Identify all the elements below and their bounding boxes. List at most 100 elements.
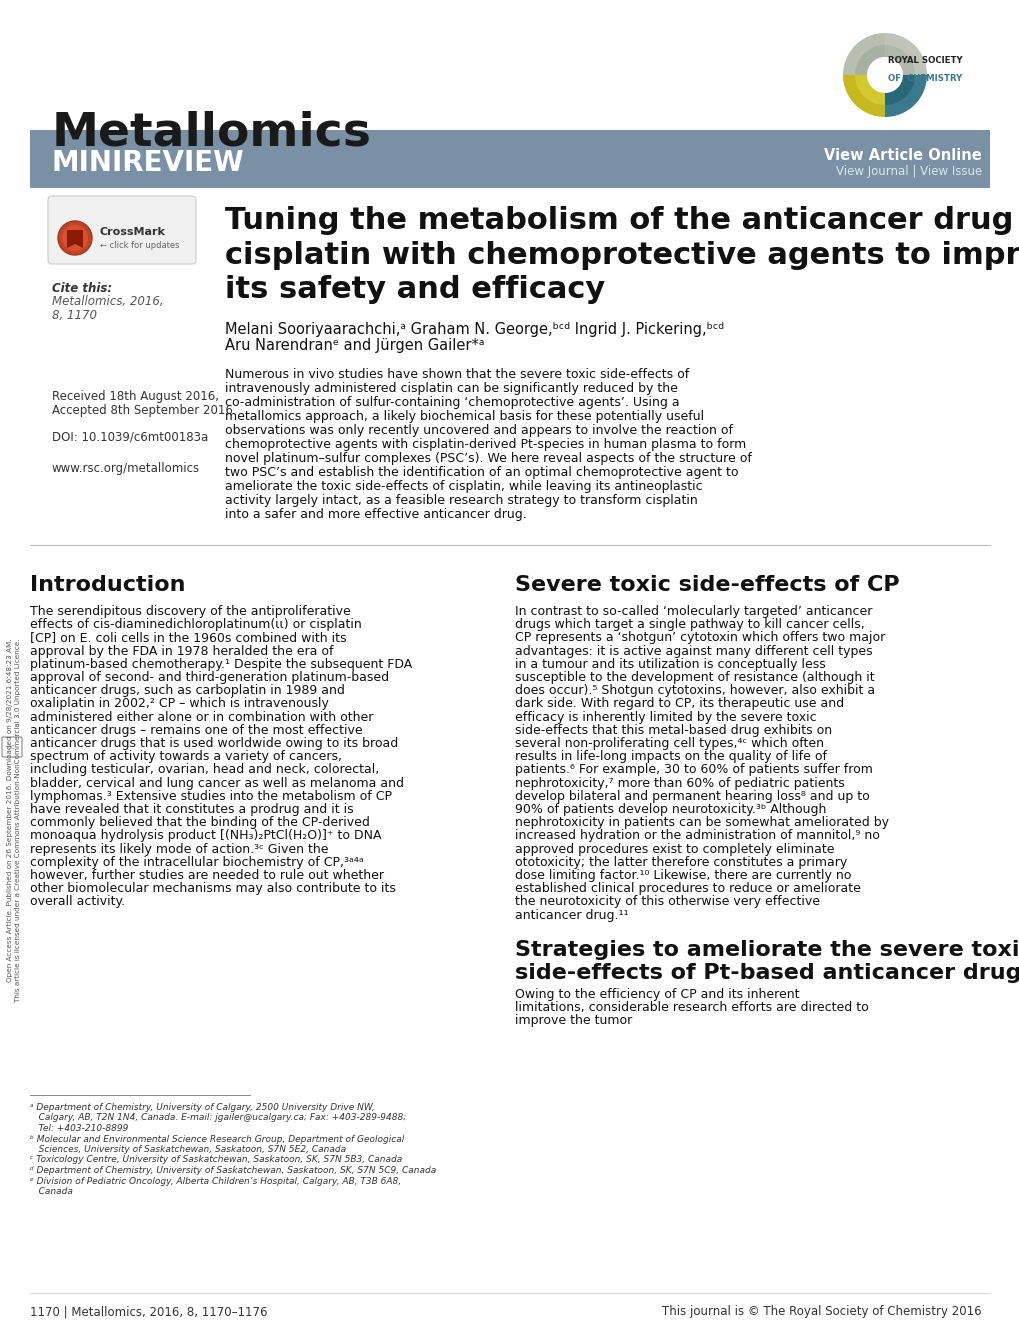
Text: This article is licensed under a Creative Commons Attribution-NonCommercial 3.0 : This article is licensed under a Creativ… bbox=[15, 638, 21, 1001]
Text: overall activity.: overall activity. bbox=[30, 896, 125, 908]
Text: DOI: 10.1039/c6mt00183a: DOI: 10.1039/c6mt00183a bbox=[52, 430, 208, 443]
Wedge shape bbox=[884, 33, 926, 75]
Text: oxaliplatin in 2002,² CP – which is intravenously: oxaliplatin in 2002,² CP – which is intr… bbox=[30, 697, 328, 710]
Wedge shape bbox=[884, 45, 914, 75]
Text: ᵇ Molecular and Environmental Science Research Group, Department of Geological: ᵇ Molecular and Environmental Science Re… bbox=[30, 1135, 404, 1144]
Text: Tel: +403-210-8899: Tel: +403-210-8899 bbox=[30, 1124, 128, 1133]
Text: advantages: it is active against many different cell types: advantages: it is active against many di… bbox=[515, 645, 872, 658]
Text: metallomics approach, a likely biochemical basis for these potentially useful: metallomics approach, a likely biochemic… bbox=[225, 410, 703, 423]
Text: have revealed that it constitutes a prodrug and it is: have revealed that it constitutes a prod… bbox=[30, 802, 354, 816]
Text: efficacy is inherently limited by the severe toxic: efficacy is inherently limited by the se… bbox=[515, 710, 816, 724]
Text: Severe toxic side-effects of CP: Severe toxic side-effects of CP bbox=[515, 575, 899, 595]
Text: Aru Narendranᵉ and Jürgen Gailer*ᵃ: Aru Narendranᵉ and Jürgen Gailer*ᵃ bbox=[225, 338, 484, 352]
Polygon shape bbox=[67, 230, 83, 248]
Text: The serendipitous discovery of the antiproliferative: The serendipitous discovery of the antip… bbox=[30, 605, 351, 618]
Text: develop bilateral and permanent hearing loss⁸ and up to: develop bilateral and permanent hearing … bbox=[515, 790, 869, 802]
Text: drugs which target a single pathway to kill cancer cells,: drugs which target a single pathway to k… bbox=[515, 618, 864, 631]
Text: cc: cc bbox=[8, 744, 16, 750]
Text: effects of cis-diaminedichloroplatinum(ɩɩ) or cisplatin: effects of cis-diaminedichloroplatinum(ɩ… bbox=[30, 618, 362, 631]
Text: ᵈ Department of Chemistry, University of Saskatchewan, Saskatoon, SK, S7N 5C9, C: ᵈ Department of Chemistry, University of… bbox=[30, 1165, 436, 1175]
Wedge shape bbox=[854, 45, 884, 75]
Text: View Journal | View Issue: View Journal | View Issue bbox=[835, 164, 981, 178]
Text: several non-proliferating cell types,⁴ᶜ which often: several non-proliferating cell types,⁴ᶜ … bbox=[515, 737, 823, 750]
Text: ← click for updates: ← click for updates bbox=[100, 242, 179, 251]
Text: anticancer drugs, such as carboplatin in 1989 and: anticancer drugs, such as carboplatin in… bbox=[30, 685, 344, 697]
Text: OF  CHEMISTRY: OF CHEMISTRY bbox=[888, 73, 961, 83]
Text: Introduction: Introduction bbox=[30, 575, 185, 595]
Text: 1170 | Metallomics, 2016, 8, 1170–1176: 1170 | Metallomics, 2016, 8, 1170–1176 bbox=[30, 1306, 267, 1318]
Text: anticancer drugs – remains one of the most effective: anticancer drugs – remains one of the mo… bbox=[30, 724, 363, 737]
Text: Numerous in vivo studies have shown that the severe toxic side-effects of: Numerous in vivo studies have shown that… bbox=[225, 368, 689, 380]
Text: intravenously administered cisplatin can be significantly reduced by the: intravenously administered cisplatin can… bbox=[225, 382, 678, 395]
Text: Sciences, University of Saskatchewan, Saskatoon, S7N 5E2, Canada: Sciences, University of Saskatchewan, Sa… bbox=[30, 1145, 345, 1153]
Text: dose limiting factor.¹⁰ Likewise, there are currently no: dose limiting factor.¹⁰ Likewise, there … bbox=[515, 869, 851, 882]
Text: other biomolecular mechanisms may also contribute to its: other biomolecular mechanisms may also c… bbox=[30, 882, 395, 896]
Wedge shape bbox=[842, 75, 884, 117]
Text: in a tumour and its utilization is conceptually less: in a tumour and its utilization is conce… bbox=[515, 658, 825, 670]
Text: spectrum of activity towards a variety of cancers,: spectrum of activity towards a variety o… bbox=[30, 750, 341, 764]
Circle shape bbox=[62, 226, 88, 251]
Text: Cite this:: Cite this: bbox=[52, 282, 112, 295]
Text: monoaqua hydrolysis product [(NH₃)₂PtCl(H₂O)]⁺ to DNA: monoaqua hydrolysis product [(NH₃)₂PtCl(… bbox=[30, 829, 381, 842]
Text: anticancer drugs that is used worldwide owing to its broad: anticancer drugs that is used worldwide … bbox=[30, 737, 397, 750]
Text: the neurotoxicity of this otherwise very effective: the neurotoxicity of this otherwise very… bbox=[515, 896, 819, 908]
Text: platinum-based chemotherapy.¹ Despite the subsequent FDA: platinum-based chemotherapy.¹ Despite th… bbox=[30, 658, 412, 670]
Text: www.rsc.org/metallomics: www.rsc.org/metallomics bbox=[52, 462, 200, 475]
Text: complexity of the intracellular biochemistry of CP,³ᵃ⁴ᵃ: complexity of the intracellular biochemi… bbox=[30, 856, 364, 869]
Text: limitations, considerable research efforts are directed to: limitations, considerable research effor… bbox=[515, 1001, 868, 1015]
Text: ameliorate the toxic side-effects of cisplatin, while leaving its antineoplastic: ameliorate the toxic side-effects of cis… bbox=[225, 481, 702, 493]
Text: chemoprotective agents with cisplatin-derived Pt-species in human plasma to form: chemoprotective agents with cisplatin-de… bbox=[225, 438, 746, 451]
Text: approval of second- and third-generation platinum-based: approval of second- and third-generation… bbox=[30, 672, 388, 684]
Text: MINIREVIEW: MINIREVIEW bbox=[52, 150, 245, 178]
Wedge shape bbox=[884, 75, 914, 105]
Text: [CP] on E. coli cells in the 1960s combined with its: [CP] on E. coli cells in the 1960s combi… bbox=[30, 631, 346, 645]
Text: 90% of patients develop neurotoxicity.³ᵇ Although: 90% of patients develop neurotoxicity.³ᵇ… bbox=[515, 802, 825, 816]
Text: This journal is © The Royal Society of Chemistry 2016: This journal is © The Royal Society of C… bbox=[661, 1306, 981, 1318]
Text: ototoxicity; the latter therefore constitutes a primary: ototoxicity; the latter therefore consti… bbox=[515, 856, 847, 869]
Text: represents its likely mode of action.³ᶜ Given the: represents its likely mode of action.³ᶜ … bbox=[30, 842, 328, 856]
Text: results in life-long impacts on the quality of life of: results in life-long impacts on the qual… bbox=[515, 750, 826, 764]
Text: lymphomas.³ Extensive studies into the metabolism of CP: lymphomas.³ Extensive studies into the m… bbox=[30, 790, 391, 802]
Wedge shape bbox=[884, 75, 926, 117]
Text: activity largely intact, as a feasible research strategy to transform cisplatin: activity largely intact, as a feasible r… bbox=[225, 494, 697, 507]
FancyBboxPatch shape bbox=[48, 196, 196, 264]
Circle shape bbox=[866, 57, 902, 93]
Text: In contrast to so-called ‘molecularly targeted’ anticancer: In contrast to so-called ‘molecularly ta… bbox=[515, 605, 871, 618]
Text: Melani Sooriyaarachchi,ᵃ Graham N. George,ᵇᶜᵈ Ingrid J. Pickering,ᵇᶜᵈ: Melani Sooriyaarachchi,ᵃ Graham N. Georg… bbox=[225, 322, 723, 336]
Text: CrossMark: CrossMark bbox=[100, 227, 166, 238]
Text: Tuning the metabolism of the anticancer drug
cisplatin with chemoprotective agen: Tuning the metabolism of the anticancer … bbox=[225, 206, 1019, 304]
Text: approval by the FDA in 1978 heralded the era of: approval by the FDA in 1978 heralded the… bbox=[30, 645, 333, 658]
Text: improve the tumor: improve the tumor bbox=[515, 1015, 632, 1027]
Text: ᶜ Toxicology Centre, University of Saskatchewan, Saskatoon, SK, S7N 5B3, Canada: ᶜ Toxicology Centre, University of Saska… bbox=[30, 1156, 401, 1164]
Text: ᵃ Department of Chemistry, University of Calgary, 2500 University Drive NW,: ᵃ Department of Chemistry, University of… bbox=[30, 1103, 375, 1112]
Text: bladder, cervical and lung cancer as well as melanoma and: bladder, cervical and lung cancer as wel… bbox=[30, 777, 404, 789]
Text: two PSC’s and establish the identification of an optimal chemoprotective agent t: two PSC’s and establish the identificati… bbox=[225, 466, 738, 479]
Text: into a safer and more effective anticancer drug.: into a safer and more effective anticanc… bbox=[225, 509, 526, 521]
Circle shape bbox=[58, 222, 92, 255]
Text: dark side. With regard to CP, its therapeutic use and: dark side. With regard to CP, its therap… bbox=[515, 697, 844, 710]
Text: Open Access Article. Published on 26 September 2016. Downloaded on 9/28/2021 6:4: Open Access Article. Published on 26 Sep… bbox=[7, 638, 13, 981]
Text: anticancer drug.¹¹: anticancer drug.¹¹ bbox=[515, 909, 628, 921]
FancyBboxPatch shape bbox=[30, 129, 989, 188]
Text: Owing to the efficiency of CP and its inherent: Owing to the efficiency of CP and its in… bbox=[515, 988, 799, 1001]
Text: commonly believed that the binding of the CP-derived: commonly believed that the binding of th… bbox=[30, 816, 370, 829]
Text: 8, 1170: 8, 1170 bbox=[52, 308, 97, 322]
Text: however, further studies are needed to rule out whether: however, further studies are needed to r… bbox=[30, 869, 383, 882]
Text: side-effects that this metal-based drug exhibits on: side-effects that this metal-based drug … bbox=[515, 724, 832, 737]
Text: Canada: Canada bbox=[30, 1187, 72, 1196]
Text: novel platinum–sulfur complexes (PSC’s). We here reveal aspects of the structure: novel platinum–sulfur complexes (PSC’s).… bbox=[225, 453, 751, 465]
Text: ROYAL SOCIETY: ROYAL SOCIETY bbox=[888, 56, 962, 65]
Text: Metallomics: Metallomics bbox=[52, 109, 372, 155]
Text: including testicular, ovarian, head and neck, colorectal,: including testicular, ovarian, head and … bbox=[30, 764, 379, 777]
Text: Accepted 8th September 2016: Accepted 8th September 2016 bbox=[52, 405, 232, 417]
Text: observations was only recently uncovered and appears to involve the reaction of: observations was only recently uncovered… bbox=[225, 425, 733, 437]
Text: Strategies to ameliorate the severe toxic
side-effects of Pt-based anticancer dr: Strategies to ameliorate the severe toxi… bbox=[515, 940, 1019, 983]
Text: patients.⁶ For example, 30 to 60% of patients suffer from: patients.⁶ For example, 30 to 60% of pat… bbox=[515, 764, 872, 777]
Text: co-administration of sulfur-containing ‘chemoprotective agents’. Using a: co-administration of sulfur-containing ‘… bbox=[225, 396, 679, 409]
Text: Metallomics, 2016,: Metallomics, 2016, bbox=[52, 295, 163, 308]
Text: View Article Online: View Article Online bbox=[823, 147, 981, 163]
Text: CP represents a ‘shotgun’ cytotoxin which offers two major: CP represents a ‘shotgun’ cytotoxin whic… bbox=[515, 631, 884, 645]
Text: nephrotoxicity,⁷ more than 60% of pediatric patients: nephrotoxicity,⁷ more than 60% of pediat… bbox=[515, 777, 844, 789]
Text: Received 18th August 2016,: Received 18th August 2016, bbox=[52, 390, 219, 403]
Text: established clinical procedures to reduce or ameliorate: established clinical procedures to reduc… bbox=[515, 882, 860, 896]
